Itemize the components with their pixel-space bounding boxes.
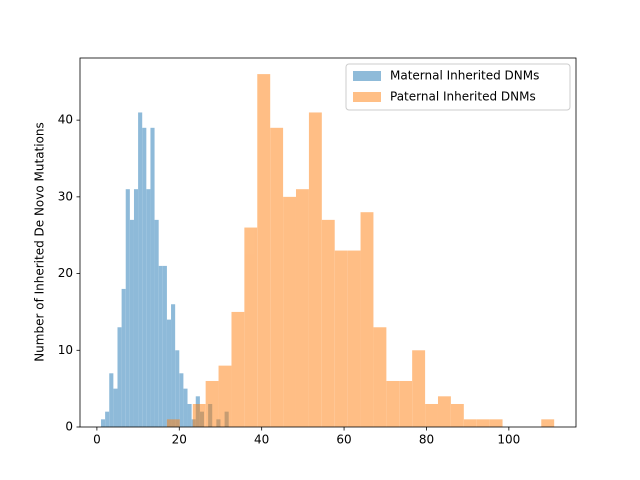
x-tick-label: 80 — [419, 433, 434, 447]
bar — [171, 304, 176, 427]
y-tick-label: 20 — [58, 266, 73, 280]
bar — [158, 265, 163, 427]
bar — [113, 388, 118, 427]
bar — [138, 112, 143, 427]
bar — [425, 403, 438, 427]
bar — [386, 380, 400, 427]
y-tick-label: 10 — [58, 343, 73, 357]
bar — [142, 127, 147, 427]
bar — [187, 403, 192, 427]
bar — [283, 196, 296, 427]
bar — [166, 319, 172, 427]
bar — [125, 189, 130, 427]
bar — [347, 250, 361, 427]
bar — [450, 403, 464, 427]
bar — [109, 373, 114, 427]
bar — [121, 288, 126, 427]
bar — [105, 411, 110, 427]
bar — [541, 419, 555, 427]
bar — [399, 380, 413, 427]
bar — [166, 419, 180, 427]
legend-label: Paternal Inherited DNMs — [390, 90, 536, 104]
bar — [192, 403, 206, 427]
bar — [476, 419, 490, 427]
bar — [129, 219, 134, 427]
y-tick-label: 40 — [58, 113, 73, 127]
bar — [150, 127, 155, 427]
legend-swatch — [353, 92, 381, 102]
bar — [463, 419, 477, 427]
bar — [308, 112, 322, 427]
bar — [270, 127, 284, 427]
bar — [179, 373, 184, 427]
legend-label: Maternal Inherited DNMs — [390, 69, 539, 83]
bar — [205, 380, 219, 427]
bar — [257, 74, 271, 428]
bar — [360, 212, 374, 427]
x-tick-label: 20 — [172, 433, 187, 447]
bar — [133, 189, 139, 427]
bar — [231, 311, 245, 427]
bar — [117, 327, 122, 427]
bar — [412, 350, 426, 427]
bar — [437, 396, 451, 427]
y-axis-label: Number of Inherited De Novo Mutations — [33, 122, 47, 362]
legend-box — [345, 63, 571, 111]
bar — [373, 327, 387, 427]
bar — [218, 365, 232, 427]
x-tick-label: 100 — [497, 433, 520, 447]
x-tick-label: 40 — [254, 433, 269, 447]
x-tick-label: 60 — [336, 433, 351, 447]
y-tick-label: 0 — [65, 420, 73, 434]
bar — [146, 189, 151, 427]
y-tick-label: 30 — [58, 189, 73, 203]
bar — [175, 350, 180, 427]
bar — [295, 189, 309, 427]
axes-frame — [79, 57, 577, 428]
series — [101, 112, 229, 427]
bar — [334, 250, 348, 427]
bar — [489, 419, 503, 427]
bar — [154, 219, 159, 427]
x-tick-label: 0 — [93, 433, 101, 447]
bar — [183, 388, 188, 427]
bar — [101, 419, 106, 427]
bar — [162, 265, 167, 427]
bar — [321, 219, 335, 427]
legend-swatch — [353, 71, 381, 81]
bar — [244, 227, 258, 427]
series — [166, 74, 555, 428]
